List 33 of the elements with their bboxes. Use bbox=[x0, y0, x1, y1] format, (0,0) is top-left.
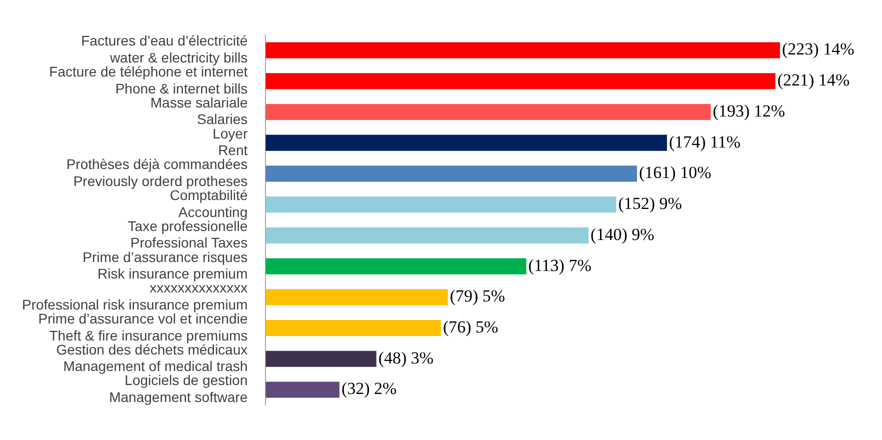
bar bbox=[266, 382, 340, 398]
bar bbox=[266, 196, 616, 213]
data-label: (193) 12% bbox=[712, 101, 786, 120]
data-label: (79) 5% bbox=[450, 286, 506, 306]
data-label: (161) 10% bbox=[638, 163, 712, 182]
y-tick-label: Gestion des déchets médicaux Management of medical trash bbox=[56, 341, 248, 374]
bar bbox=[266, 73, 776, 90]
y-tick-label: Loyer Rent bbox=[212, 125, 248, 158]
data-label: (140) 9% bbox=[590, 224, 654, 244]
y-tick-label: Logiciels de gestion Management software bbox=[109, 372, 248, 406]
data-label: (221) 14% bbox=[777, 70, 850, 90]
bar bbox=[266, 134, 667, 151]
y-tick-label: Factures d’eau d’électricité water & electricity bills bbox=[81, 32, 248, 66]
data-label: (174) 11% bbox=[668, 132, 741, 152]
bar bbox=[266, 166, 637, 182]
y-tick-label: Prothèses déjà commandées Previously orderd protheses bbox=[66, 156, 248, 189]
bar bbox=[266, 289, 448, 306]
data-label: (152) 9% bbox=[618, 194, 682, 214]
data-label: (113) 7% bbox=[528, 256, 592, 275]
bar bbox=[266, 350, 376, 367]
y-tick-label: Masse salariale Salaries bbox=[150, 94, 248, 128]
data-label: (48) 3% bbox=[378, 348, 434, 368]
bar bbox=[266, 258, 526, 274]
y-tick-label: Comptabilité Accounting bbox=[170, 187, 248, 220]
data-label: (32) 2% bbox=[341, 379, 397, 398]
y-tick-label: xxxxxxxxxxxxxx Professional risk insurance premium bbox=[22, 280, 248, 312]
bar bbox=[266, 42, 780, 58]
data-label: (76) 5% bbox=[442, 318, 498, 336]
bar bbox=[266, 320, 441, 336]
y-tick-label: Prime d’assurance vol et incendie Theft & fire insurance premiums bbox=[38, 310, 248, 344]
data-label: (223) 14% bbox=[782, 40, 854, 59]
bar bbox=[266, 227, 589, 244]
bar bbox=[266, 104, 711, 120]
